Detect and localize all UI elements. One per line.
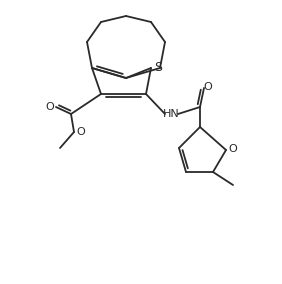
Text: O: O [46,102,54,112]
Text: S: S [154,60,162,74]
Text: O: O [204,82,212,92]
Text: O: O [77,127,85,137]
Text: HN: HN [163,109,179,119]
Text: O: O [229,144,237,154]
